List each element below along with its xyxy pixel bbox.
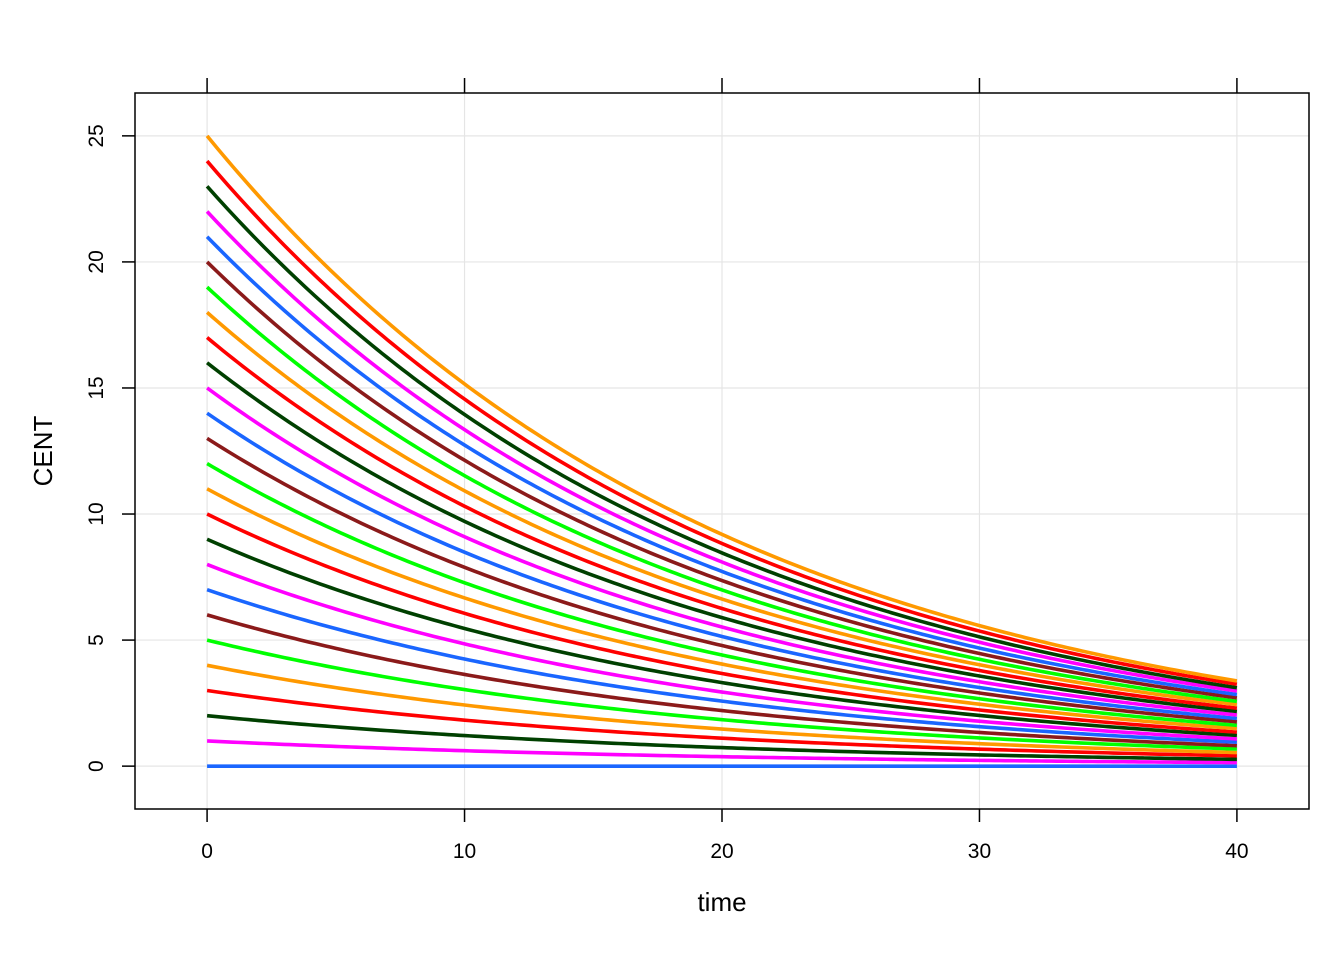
series-line-2 [206,713,1237,762]
series-line-6 [206,613,1237,748]
y-tick-label: 0 [85,760,108,772]
series-line-9 [206,537,1238,738]
series-line-4 [206,663,1237,755]
series-line-14 [206,411,1238,721]
series-line-22 [205,210,1238,693]
series-line-11 [206,487,1238,731]
series-line-19 [205,285,1238,704]
y-tick-label: 10 [85,502,108,525]
series-line-1 [207,739,1237,765]
series-line-25 [205,134,1238,683]
y-tick-label: 25 [85,124,108,147]
series-lines [205,134,1238,768]
series-line-15 [206,386,1238,717]
axis-ticks [122,78,1238,822]
series-line-5 [206,638,1237,751]
y-tick-label: 20 [85,250,108,273]
series-line-3 [206,688,1237,758]
series-line-16 [205,361,1238,714]
x-tick-label: 0 [201,840,213,863]
series-line-7 [206,587,1237,744]
x-tick-label: 10 [453,840,476,863]
series-line-21 [205,235,1238,697]
x-tick-label: 40 [1225,840,1248,863]
series-line-23 [205,185,1238,690]
series-line-24 [205,159,1238,686]
series-line-20 [205,260,1238,700]
x-tick-label: 30 [968,840,991,863]
x-tick-label: 20 [710,840,733,863]
series-line-18 [205,310,1238,707]
series-line-12 [206,462,1238,728]
series-line-8 [206,562,1238,741]
y-axis-label: CENT [28,415,58,486]
axis-tick-labels: 0 10 20 30 40 0 5 10 15 20 25 [85,124,1249,863]
series-line-10 [206,512,1238,734]
y-tick-label: 5 [85,634,108,646]
x-axis-label: time [697,887,746,917]
series-line-13 [206,436,1238,724]
y-tick-label: 15 [85,376,108,399]
series-line-17 [205,336,1238,710]
